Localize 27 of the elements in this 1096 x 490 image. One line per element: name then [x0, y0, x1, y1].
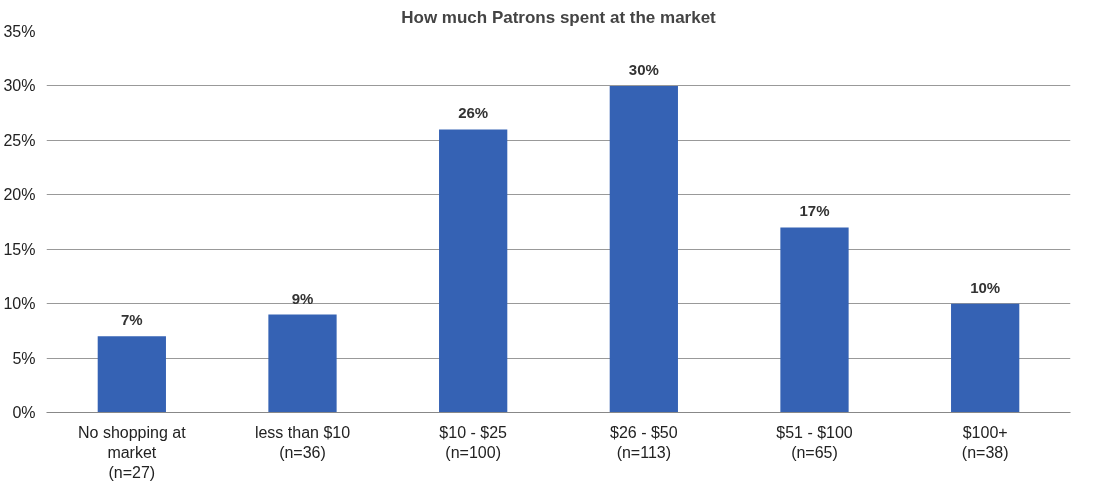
bar: [951, 303, 1020, 413]
x-tick-label: less than $10 (n=36): [254, 423, 351, 461]
x-tick-label: $100+ (n=38): [961, 423, 1009, 461]
y-tick-label: 35%: [3, 23, 36, 40]
data-label: 10%: [970, 278, 1001, 296]
x-tick-label: $51 - $100 (n=65): [776, 423, 853, 461]
bar: [609, 85, 678, 413]
y-tick-label: 0%: [12, 404, 36, 421]
y-tick-label: 10%: [3, 295, 36, 313]
chart-title: How much Patrons spent at the market: [401, 7, 717, 27]
data-label: 7%: [120, 311, 143, 329]
data-label: 9%: [291, 289, 314, 307]
data-label: 30%: [628, 60, 659, 78]
y-tick-label: 30%: [3, 77, 36, 95]
data-label: 26%: [458, 104, 489, 122]
x-tick-label: No shopping at market (n=27): [78, 423, 187, 482]
y-tick-label: 25%: [3, 131, 36, 149]
y-tick-label: 15%: [3, 240, 36, 258]
bar: [439, 129, 508, 413]
x-tick-label: $10 - $25 (n=100): [439, 423, 508, 461]
y-tick-label: 20%: [3, 186, 36, 204]
bar: [268, 314, 337, 413]
data-label: 17%: [799, 202, 830, 220]
bar: [780, 227, 849, 413]
bar: [97, 336, 166, 413]
x-tick-label: $26 - $50 (n=113): [610, 423, 678, 461]
y-tick-label: 5%: [12, 349, 36, 367]
